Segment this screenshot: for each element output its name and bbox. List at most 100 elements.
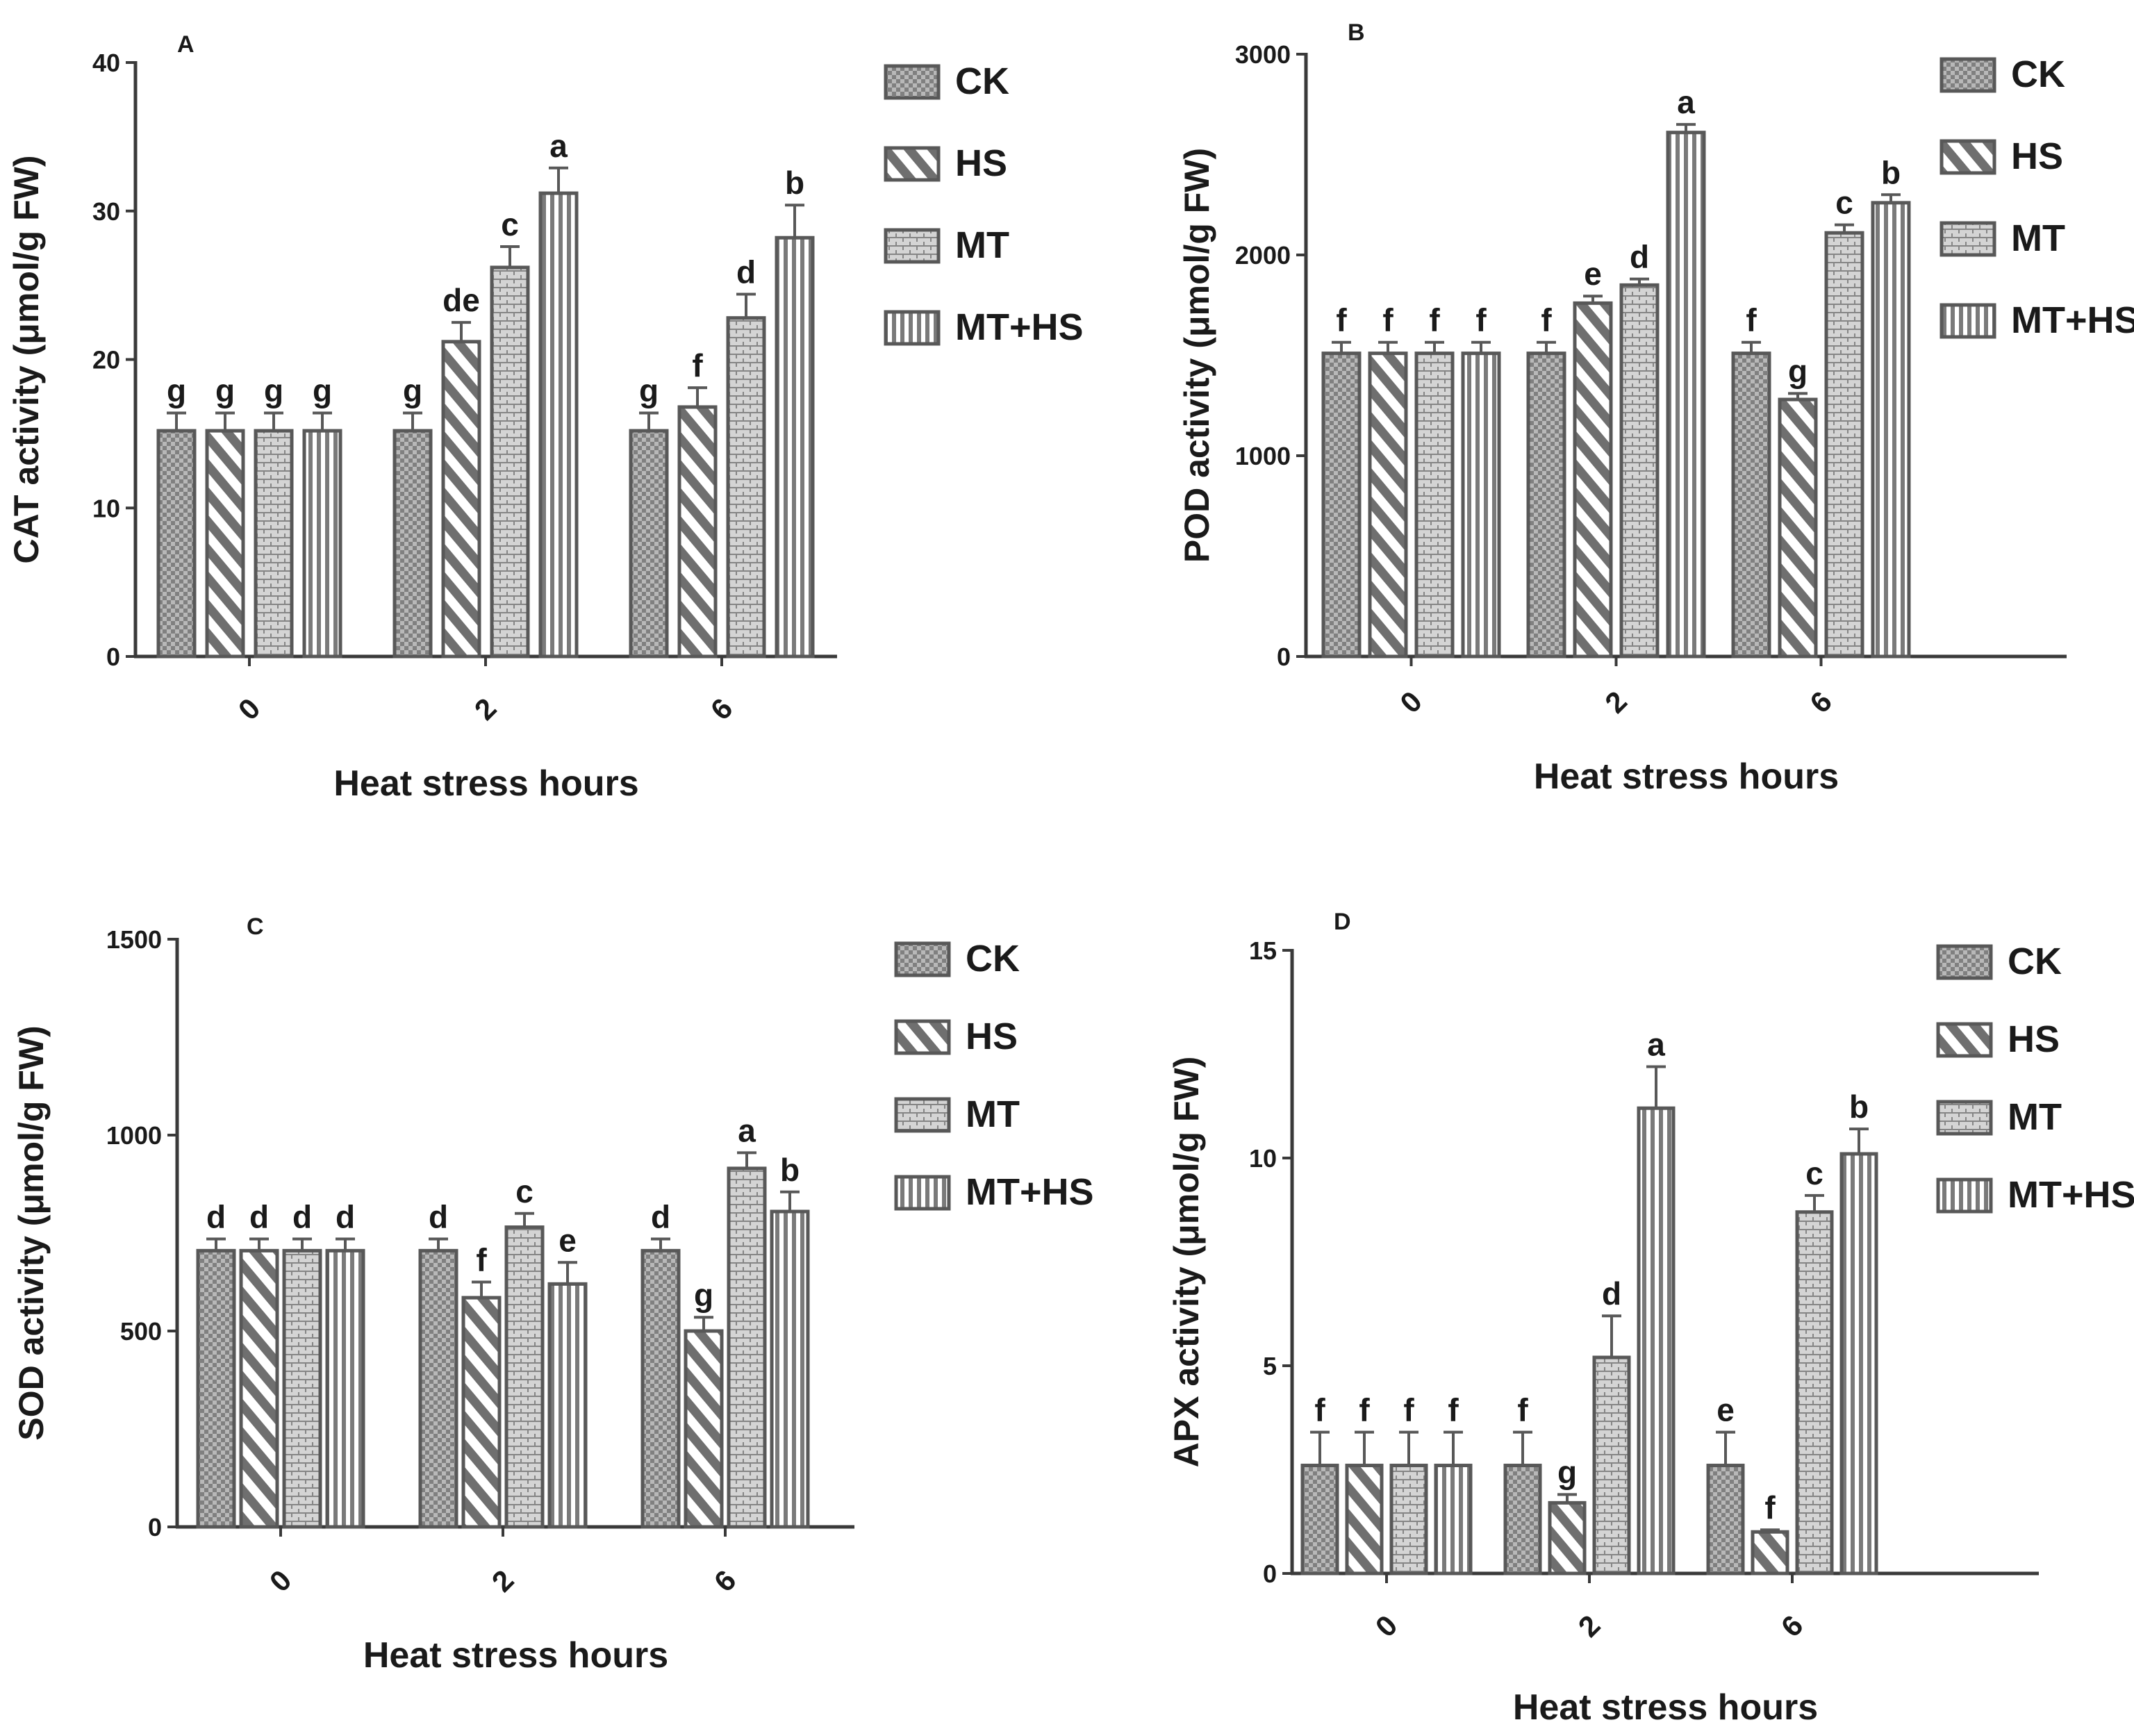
legend-label-hs: HS [2011,135,2063,177]
bar-mt-2h [504,1225,545,1529]
legend-swatch-mt [1936,1100,1993,1136]
bar-hs-0h [1345,1464,1384,1576]
significance-letter: g [639,372,659,408]
x-category-label: 6 [1775,1609,1810,1644]
bar-mt-hs-0h [1434,1464,1473,1576]
y-tick-label: 500 [120,1317,162,1346]
legend-swatch-mt-hs [894,1175,951,1211]
bar-hs-2h [461,1296,502,1529]
legend-label-hs: HS [2008,1018,2060,1060]
significance-letter: f [1517,1392,1528,1428]
bar-hs-2h [441,340,481,659]
legend-label-ck: CK [2008,941,2062,982]
x-category-label: 2 [486,1564,520,1598]
significance-letter: d [249,1198,269,1234]
bar-ck-6h [1731,352,1771,659]
y-tick-label: 1000 [106,1121,162,1150]
y-axis-title: APX activity (μmol/g FW) [1167,1057,1206,1468]
legend-swatch-mt-hs [884,310,941,346]
significance-letter: c [501,206,519,242]
significance-letter: b [1849,1089,1869,1125]
bar-mt-0h [254,429,294,659]
x-category-label: 0 [1393,685,1428,720]
y-tick-label: 1500 [106,925,162,954]
bar-ck-2h [1526,352,1566,659]
significance-letter: f [692,347,703,383]
significance-letter: f [1764,1489,1776,1526]
x-axis-title: Heat stress hours [333,763,638,804]
bar-mt-hs-2h [547,1282,588,1529]
significance-letter: d [736,254,756,290]
significance-letter: g [1557,1454,1577,1490]
legend-swatch-ck [1939,57,1996,93]
bar-mt-hs-6h [770,1209,810,1529]
bar-mt-hs-2h [1637,1106,1676,1576]
bar-hs-2h [1573,301,1613,659]
bar-mt-6h [1795,1210,1834,1576]
bar-hs-0h [239,1248,279,1529]
bar-ck-6h [640,1248,681,1529]
x-category-label: 6 [1803,685,1838,720]
bar-mt-hs-0h [302,429,342,659]
panel-letter-c: C [247,914,264,940]
panel-letter-d: D [1334,909,1351,935]
bar-hs-0h [205,429,245,659]
x-category-label: 6 [704,692,739,727]
y-tick-label: 15 [1249,936,1277,965]
significance-letter: g [313,372,332,408]
significance-letter: g [1788,353,1808,389]
significance-letter: d [292,1198,312,1234]
bar-mt-2h [1592,1355,1631,1576]
bar-mt-0h [1389,1464,1428,1576]
significance-letter: f [1541,302,1552,338]
bar-mt-hs-6h [775,235,815,659]
legend-swatch-mt [1939,221,1996,257]
legend-swatch-ck [1936,944,1993,980]
y-tick-label: 5 [1263,1352,1277,1380]
y-tick-label: 10 [1249,1144,1277,1173]
y-tick-label: 0 [106,643,120,671]
significance-letter: c [1835,185,1853,221]
significance-letter: d [336,1198,355,1234]
x-category-label: 2 [468,692,503,727]
bar-mt-6h [727,1166,767,1529]
significance-letter: g [167,372,186,408]
bar-ck-2h [418,1248,458,1529]
significance-letter: de [442,282,480,318]
legend-label-mt-hs: MT+HS [966,1171,1094,1213]
x-axis-title: Heat stress hours [363,1635,668,1676]
significance-letter: f [1336,302,1347,338]
bar-mt-hs-0h [1461,352,1501,659]
y-tick-label: 40 [92,49,120,77]
legend-label-ck: CK [955,60,1009,102]
x-axis-title: Heat stress hours [1534,757,1839,797]
x-category-label: 6 [708,1564,743,1598]
panel-letter-a: A [177,31,195,58]
y-tick-label: 3000 [1235,40,1291,69]
legend-label-mt-hs: MT+HS [955,306,1084,348]
significance-letter: d [651,1198,670,1234]
y-tick-label: 0 [148,1513,162,1541]
y-tick-label: 2000 [1235,241,1291,270]
bar-mt-hs-6h [1839,1152,1878,1576]
significance-letter: e [1584,256,1602,292]
bar-mt-2h [1619,283,1660,659]
legend-swatch-mt [894,1097,951,1133]
significance-letter: f [1403,1392,1414,1428]
significance-letter: f [476,1242,487,1278]
significance-letter: f [1359,1392,1370,1428]
y-axis-title: POD activity (μmol/g FW) [1177,148,1216,563]
bar-hs-6h [684,1329,724,1529]
significance-letter: f [1475,302,1487,338]
panel-letter-b: B [1348,19,1365,46]
y-axis-title: SOD activity (μmol/g FW) [12,1025,51,1440]
x-category-label: 0 [232,692,267,727]
bar-mt-6h [726,316,766,659]
bar-mt-hs-2h [538,191,579,659]
bar-mt-hs-0h [325,1248,365,1529]
significance-letter: e [1717,1392,1735,1428]
bar-ck-0h [1300,1464,1339,1576]
